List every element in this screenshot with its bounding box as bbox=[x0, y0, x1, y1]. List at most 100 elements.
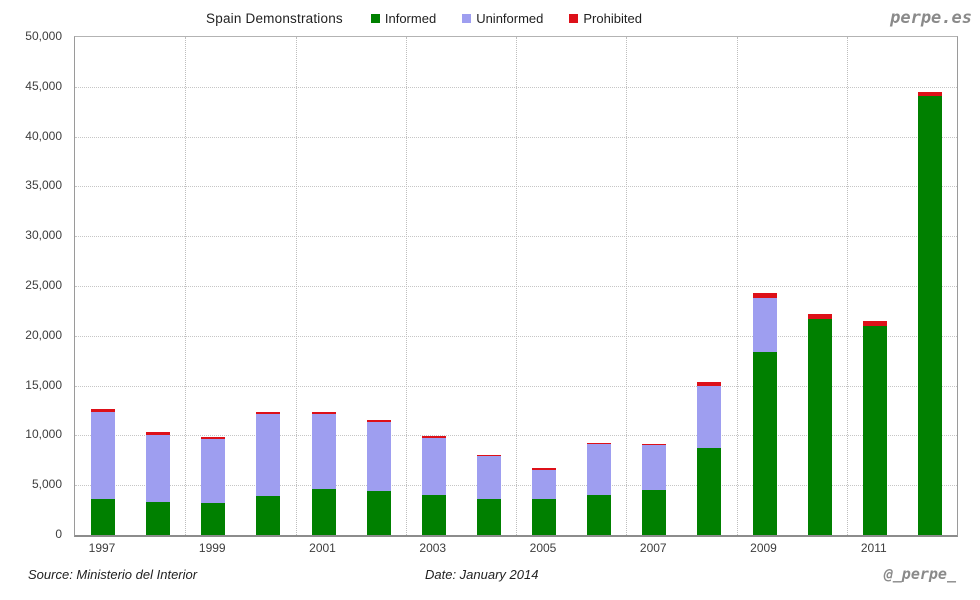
bar-2002-prohibited bbox=[366, 419, 391, 422]
bar-group-1997 bbox=[91, 37, 115, 535]
bar-2005-informed bbox=[532, 499, 556, 535]
footer-twitter-handle: @_perpe_ bbox=[883, 565, 956, 583]
bar-2006-informed bbox=[587, 495, 611, 535]
bar-2000-informed bbox=[256, 495, 281, 535]
bar-1998-informed bbox=[146, 501, 170, 535]
bar-1999-informed bbox=[201, 502, 226, 535]
y-tick-label-40000: 40,000 bbox=[25, 128, 62, 143]
bar-2002-uninformed bbox=[366, 421, 391, 492]
footer-date: Date: January 2014 bbox=[425, 567, 539, 582]
bar-2009-uninformed bbox=[752, 297, 777, 352]
bar-2004-informed bbox=[476, 499, 501, 535]
y-tick-label-5000: 5,000 bbox=[31, 477, 62, 492]
x-axis: 1997 1999 2001 2003 2005 2007 2009 2011 bbox=[74, 541, 956, 559]
bar-2011-informed bbox=[862, 325, 887, 535]
bar-2012-prohibited bbox=[917, 92, 942, 97]
bar-group-2003 bbox=[421, 37, 446, 535]
gridline-x-2 bbox=[295, 37, 297, 535]
bar-group-2001 bbox=[311, 37, 336, 535]
bar-1998-prohibited bbox=[146, 432, 170, 435]
chart-header: Spain Demonstrations Informed Uninformed P… bbox=[0, 6, 980, 30]
x-tick-label-2011: 2011 bbox=[860, 541, 887, 555]
gridline-x-5 bbox=[626, 37, 628, 535]
bar-2011-prohibited bbox=[862, 320, 887, 326]
bar-2001-uninformed bbox=[311, 414, 336, 490]
bar-2005-uninformed bbox=[532, 469, 556, 500]
bar-group-1999 bbox=[201, 37, 226, 535]
title-and-legend: Spain Demonstrations Informed Uninformed P… bbox=[74, 6, 774, 30]
bar-2009-informed bbox=[752, 351, 777, 535]
bar-2007-informed bbox=[642, 490, 667, 535]
bar-2002-informed bbox=[366, 491, 391, 535]
bar-2010-prohibited bbox=[807, 314, 832, 320]
gridline-x-3 bbox=[405, 37, 407, 535]
bar-2012-informed bbox=[917, 96, 942, 535]
bar-2007-uninformed bbox=[642, 445, 667, 491]
bar-group-2005 bbox=[532, 37, 556, 535]
bar-2003-uninformed bbox=[421, 437, 446, 496]
y-tick-label-45000: 45,000 bbox=[25, 78, 62, 93]
bar-2000-prohibited bbox=[256, 412, 281, 414]
x-tick-label-2005: 2005 bbox=[529, 541, 557, 555]
gridline-x-4 bbox=[516, 37, 517, 535]
chart-title: Spain Demonstrations bbox=[206, 10, 343, 26]
plot-area bbox=[74, 36, 958, 537]
legend-swatch-prohibited bbox=[569, 13, 579, 23]
bar-2006-uninformed bbox=[587, 444, 611, 496]
legend-swatch-informed bbox=[370, 13, 380, 23]
bar-2006-prohibited bbox=[587, 442, 611, 445]
legend-swatch-uninformed bbox=[462, 13, 472, 23]
bar-1998-uninformed bbox=[146, 434, 170, 502]
legend-label-uninformed: Uninformed bbox=[476, 10, 544, 26]
x-tick-label-2007: 2007 bbox=[639, 541, 667, 555]
legend-label-prohibited: Prohibited bbox=[583, 10, 642, 26]
y-axis: 0 5,000 10,000 15,000 20,000 25,000 30,000 35,0… bbox=[0, 29, 64, 541]
watermark-perpe-es: perpe.es bbox=[890, 8, 972, 28]
y-tick-label-0: 0 bbox=[55, 527, 62, 541]
bar-group-2006 bbox=[587, 37, 611, 535]
bar-2001-prohibited bbox=[311, 412, 336, 414]
x-tick-label-1997: 1997 bbox=[88, 541, 116, 555]
bar-group-2009 bbox=[752, 37, 777, 535]
bar-2010-informed bbox=[807, 319, 832, 535]
gridline-x-7 bbox=[846, 37, 848, 535]
bar-2009-prohibited bbox=[752, 293, 777, 298]
y-tick-label-15000: 15,000 bbox=[25, 377, 62, 392]
bar-2008-informed bbox=[697, 448, 722, 535]
legend-item-uninformed: Uninformed bbox=[462, 11, 543, 26]
bar-group-2008 bbox=[697, 37, 722, 535]
y-tick-label-25000: 25,000 bbox=[25, 278, 62, 292]
bar-2008-uninformed bbox=[697, 386, 722, 449]
legend-item-prohibited: Prohibited bbox=[569, 11, 642, 26]
chart-footer: Source: Ministerio del Interior Date: Ja… bbox=[0, 565, 980, 589]
gridline-x-6 bbox=[736, 37, 738, 535]
x-tick-label-1999: 1999 bbox=[198, 541, 226, 555]
x-tick-label-2001: 2001 bbox=[309, 541, 336, 555]
bar-2004-uninformed bbox=[476, 456, 501, 500]
bar-2003-informed bbox=[421, 495, 446, 535]
bar-group-2002 bbox=[366, 37, 391, 535]
bar-group-2011 bbox=[862, 37, 887, 535]
bar-group-2000 bbox=[256, 37, 281, 535]
bar-2004-prohibited bbox=[476, 454, 501, 457]
legend: Informed Uninformed Prohibited bbox=[370, 10, 642, 26]
bar-2001-informed bbox=[311, 489, 336, 535]
bar-2005-prohibited bbox=[532, 468, 556, 470]
bar-group-2012 bbox=[917, 37, 942, 535]
bar-2008-prohibited bbox=[697, 381, 722, 387]
bar-1997-informed bbox=[91, 498, 115, 535]
legend-item-informed: Informed bbox=[370, 10, 437, 26]
bar-2003-prohibited bbox=[421, 435, 446, 438]
bar-1997-uninformed bbox=[91, 411, 115, 499]
bar-group-1998 bbox=[146, 37, 170, 535]
footer-source: Source: Ministerio del Interior bbox=[28, 567, 198, 582]
y-tick-label-20000: 20,000 bbox=[25, 327, 62, 342]
legend-label-informed: Informed bbox=[384, 10, 437, 26]
bar-1997-prohibited bbox=[91, 409, 115, 412]
y-tick-label-35000: 35,000 bbox=[25, 178, 62, 193]
y-tick-label-10000: 10,000 bbox=[25, 427, 62, 442]
x-tick-label-2009: 2009 bbox=[750, 541, 777, 555]
bar-group-2007 bbox=[642, 37, 667, 535]
gridline-x-1 bbox=[185, 37, 187, 535]
